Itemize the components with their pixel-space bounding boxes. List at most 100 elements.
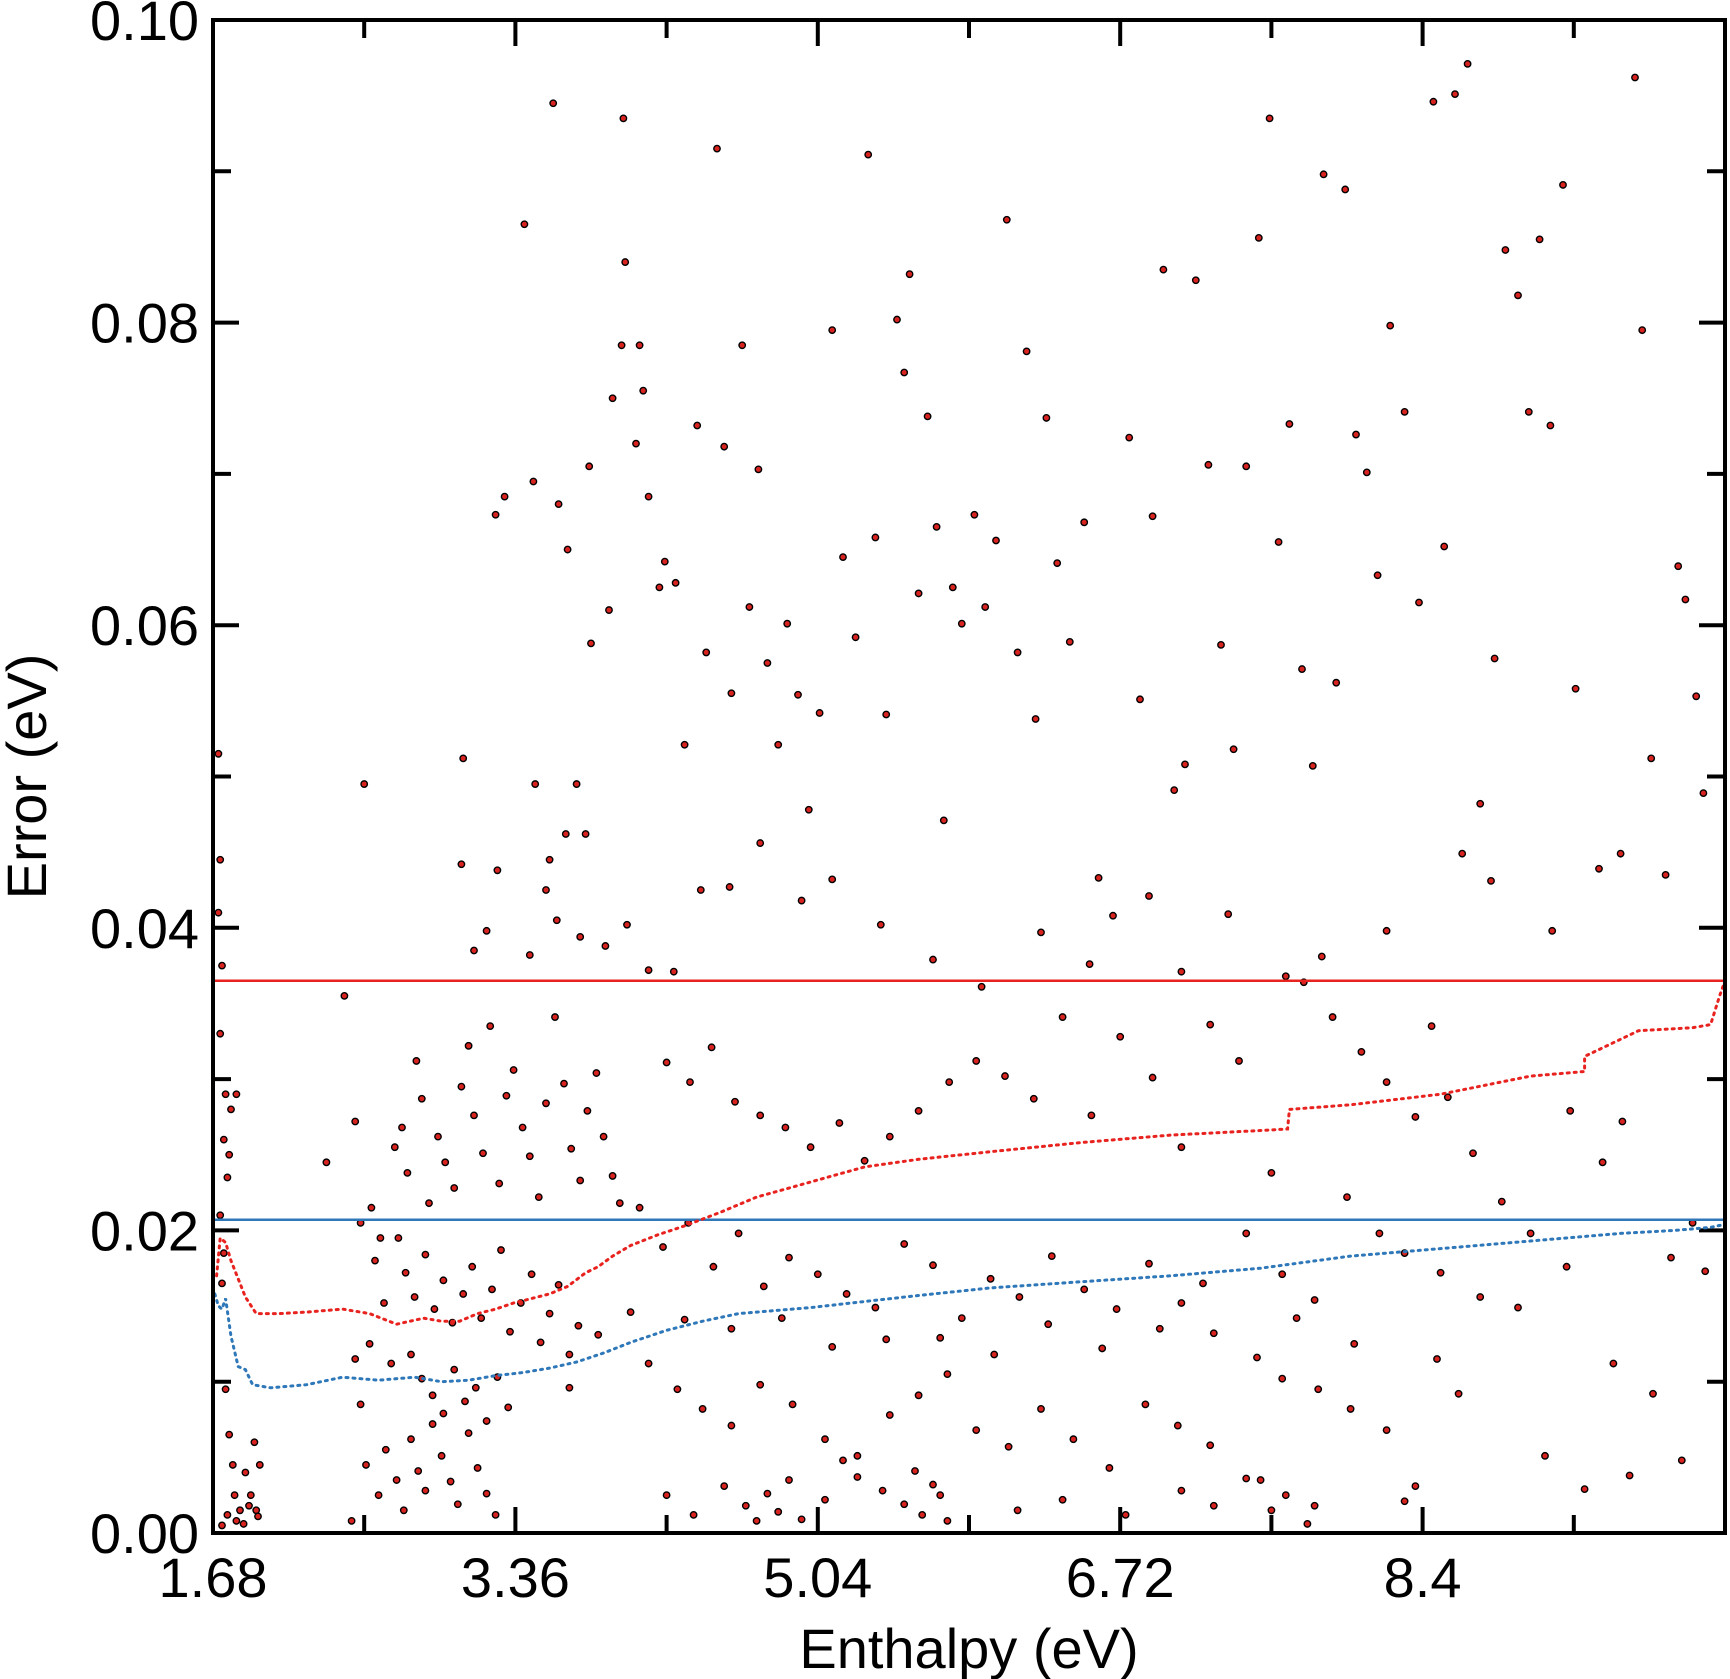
data-point <box>565 1350 574 1359</box>
data-point <box>1209 1329 1218 1338</box>
data-point <box>464 1429 473 1438</box>
data-point <box>900 1500 909 1509</box>
data-point <box>360 780 369 788</box>
data-point <box>673 1385 682 1394</box>
data-point <box>482 926 491 935</box>
data-point <box>232 1090 241 1099</box>
data-point <box>407 1435 415 1444</box>
x-axis-label: Enthalpy (eV) <box>799 1617 1138 1679</box>
data-point <box>1382 1078 1391 1087</box>
data-point <box>1022 347 1031 356</box>
data-point <box>929 1480 937 1489</box>
data-point <box>608 394 617 403</box>
data-point <box>1116 1032 1125 1041</box>
data-point <box>1004 1442 1013 1451</box>
data-point <box>365 1339 374 1348</box>
data-point <box>1155 1324 1164 1333</box>
plot-area <box>213 59 1727 1530</box>
data-point <box>936 1333 945 1342</box>
data-point <box>945 1078 954 1087</box>
data-point <box>745 603 754 611</box>
data-point <box>1177 1299 1186 1307</box>
data-point <box>594 1330 603 1339</box>
data-point <box>1285 420 1294 428</box>
data-point <box>520 220 529 229</box>
data-point <box>608 1172 617 1180</box>
data-point <box>689 1510 698 1519</box>
data-point <box>401 1268 410 1277</box>
data-point <box>1616 849 1625 858</box>
data-point <box>929 1261 937 1270</box>
data-point <box>756 1111 765 1120</box>
data-point <box>1677 1456 1686 1465</box>
red-dotted-curve <box>215 979 1727 1326</box>
data-point <box>1535 235 1544 244</box>
data-point <box>1362 468 1371 477</box>
data-point <box>720 1482 729 1490</box>
data-point <box>1037 928 1045 937</box>
data-point <box>939 816 948 825</box>
data-point <box>232 1516 241 1525</box>
data-point <box>1177 1143 1186 1152</box>
data-point <box>1667 1253 1675 1262</box>
data-point <box>417 1094 426 1103</box>
data-point <box>893 315 901 324</box>
data-point <box>1343 1193 1351 1202</box>
data-point <box>525 951 534 959</box>
data-point <box>839 553 847 562</box>
data-point <box>225 1150 234 1159</box>
data-point <box>1136 695 1144 704</box>
data-point <box>623 920 631 929</box>
data-point <box>551 1013 559 1021</box>
data-point <box>713 144 721 153</box>
data-point <box>1375 1229 1384 1238</box>
data-point <box>914 1106 923 1115</box>
data-point <box>545 1309 554 1318</box>
data-point <box>1199 1279 1207 1288</box>
data-point <box>619 114 628 123</box>
data-point <box>374 1491 383 1500</box>
data-point <box>626 1308 635 1317</box>
data-point <box>453 1500 462 1509</box>
data-point <box>322 1158 331 1167</box>
data-point <box>1319 170 1328 179</box>
data-point <box>1357 1047 1366 1056</box>
data-point <box>1308 762 1317 770</box>
data-point <box>876 920 885 929</box>
data-point <box>545 855 554 864</box>
data-point <box>565 1383 574 1392</box>
data-point <box>957 1314 966 1323</box>
data-point <box>434 1132 442 1141</box>
y-tick-label: 0.08 <box>90 292 199 355</box>
data-point <box>752 1516 761 1525</box>
data-point <box>585 462 594 471</box>
data-point <box>644 492 653 501</box>
data-point <box>813 1270 822 1279</box>
data-point <box>1224 910 1233 919</box>
data-point <box>1069 1435 1078 1444</box>
data-point <box>911 1467 919 1475</box>
data-point <box>1514 291 1522 300</box>
data-point <box>741 1501 750 1510</box>
data-point <box>479 1149 487 1158</box>
data-point <box>1411 1482 1420 1490</box>
data-point <box>1267 1169 1276 1177</box>
tick-labels: 1.68 3.36 5.04 6.72 8.4 0.00 0.02 0.04 0.06 0.08 0… <box>90 0 1462 1609</box>
data-point <box>1112 1305 1121 1313</box>
data-point <box>797 896 806 905</box>
data-point <box>1145 892 1153 900</box>
data-point <box>1204 460 1213 469</box>
data-point <box>853 1473 862 1481</box>
data-point <box>394 1234 403 1242</box>
data-point <box>1145 1259 1153 1268</box>
data-point <box>241 1468 250 1477</box>
data-point <box>734 1229 743 1238</box>
data-point <box>977 982 986 991</box>
x-tick-label: 1.68 <box>159 1546 268 1609</box>
data-point <box>446 1477 455 1486</box>
data-point <box>794 690 802 699</box>
data-point <box>1242 462 1251 471</box>
data-point <box>459 1290 468 1298</box>
data-point <box>1278 1270 1287 1279</box>
data-point <box>696 886 705 894</box>
